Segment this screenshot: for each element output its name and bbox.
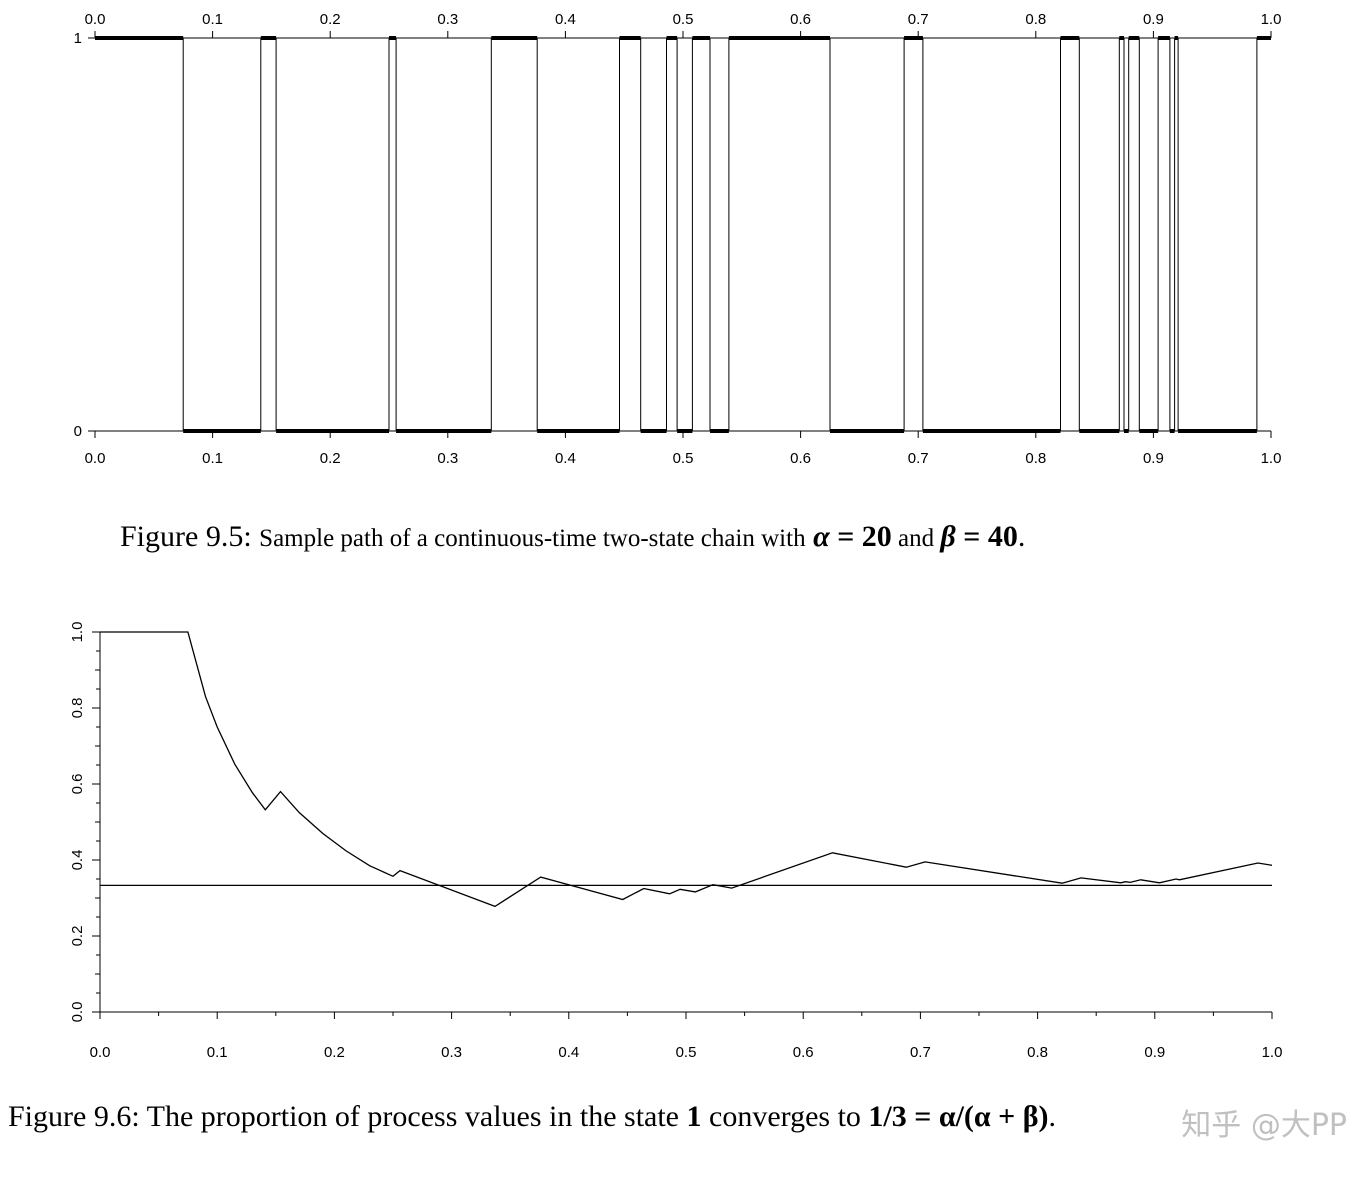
- y-tick-label: 1.0: [69, 622, 86, 643]
- fig95-text: Sample path of a continuous-time two-sta…: [259, 525, 806, 552]
- x-tick-label-bottom: 0.7: [908, 450, 929, 467]
- x-tick-label-bottom: 0.3: [437, 450, 458, 467]
- figure-9-5-plot: 0.0 0.1 0.2 0.3 0.4 0.5 0.6 0.7 0.8 0.9 1.0 0.0 0.1…: [74, 11, 1282, 467]
- x-tick-label-bottom: 0.6: [790, 450, 811, 467]
- fig95-and: and: [891, 525, 941, 552]
- x-tick-label: 0.6: [793, 1044, 814, 1061]
- x-tick-label-top: 0.9: [1143, 11, 1164, 28]
- x-tick-label: 0.9: [1144, 1044, 1165, 1061]
- beta-value: = 40: [955, 520, 1018, 553]
- x-tick-label-bottom: 0.8: [1025, 450, 1046, 467]
- x-tick-label-bottom: 1.0: [1261, 450, 1282, 467]
- fig96-state: 1: [686, 1100, 702, 1133]
- x-tick-label: 0.5: [676, 1044, 697, 1061]
- x-tick-label-bottom: 0.0: [85, 450, 106, 467]
- x-tick-label-top: 0.7: [908, 11, 929, 28]
- y-tick-label: 0.6: [69, 774, 86, 795]
- x-tick-label-bottom: 0.2: [320, 450, 341, 467]
- x-tick-label-top: 0.5: [673, 11, 694, 28]
- x-tick-label: 1.0: [1262, 1044, 1283, 1061]
- fig96-label: Figure 9.6:: [8, 1100, 140, 1133]
- x-tick-label-top: 0.2: [320, 11, 341, 28]
- y-tick-label: 1: [74, 30, 82, 47]
- x-tick-label: 0.4: [558, 1044, 579, 1061]
- x-tick-label-top: 0.4: [555, 11, 576, 28]
- proportion-line: [100, 631, 1273, 908]
- x-tick-label-bottom: 0.9: [1143, 450, 1164, 467]
- x-tick-label-top: 0.1: [202, 11, 223, 28]
- x-tick-label: 0.8: [1027, 1044, 1048, 1061]
- figure-9-6-plot: 0.0 0.1 0.2 0.3 0.4 0.5 0.6 0.7 0.8 0.9 1.0 0.0 0.2…: [69, 622, 1282, 1061]
- figure-9-6-caption: Figure 9.6: The proportion of process va…: [8, 1100, 1056, 1134]
- x-tick-label: 0.3: [441, 1044, 462, 1061]
- x-tick-label-top: 0.6: [790, 11, 811, 28]
- x-tick-label: 0.1: [207, 1044, 228, 1061]
- y-tick-label: 0: [74, 423, 82, 440]
- fig96-text2: converges to: [709, 1100, 861, 1133]
- alpha-symbol: α: [813, 520, 830, 553]
- fig95-period: .: [1017, 520, 1026, 553]
- x-tick-label-top: 0.3: [437, 11, 458, 28]
- fig95-label: Figure 9.5:: [120, 520, 252, 553]
- x-tick-label: 0.7: [910, 1044, 931, 1061]
- x-tick-label-bottom: 0.1: [202, 450, 223, 467]
- x-tick-label: 0.0: [90, 1044, 111, 1061]
- x-tick-label-top: 1.0: [1261, 11, 1282, 28]
- x-tick-label-top: 0.8: [1025, 11, 1046, 28]
- y-tick-label: 0.4: [69, 850, 86, 871]
- x-tick-label: 0.2: [324, 1044, 345, 1061]
- y-tick-label: 0.8: [69, 698, 86, 719]
- x-tick-label-top: 0.0: [85, 11, 106, 28]
- fig96-text: The proportion of process values in the …: [146, 1100, 679, 1133]
- fig96-formula: 1/3 = α/(α + β): [868, 1100, 1049, 1133]
- x-tick-label-bottom: 0.4: [555, 450, 576, 467]
- figure-9-5-caption: Figure 9.5: Sample path of a continuous-…: [120, 520, 1025, 554]
- y-tick-label: 0.2: [69, 926, 86, 947]
- watermark: 知乎 @大PP: [1181, 1108, 1347, 1143]
- beta-symbol: β: [940, 520, 956, 553]
- alpha-value: = 20: [829, 520, 892, 553]
- sample-path-line: [95, 37, 1271, 432]
- x-tick-label-bottom: 0.5: [673, 450, 694, 467]
- y-tick-label: 0.0: [69, 1002, 86, 1023]
- fig96-period: .: [1048, 1100, 1057, 1133]
